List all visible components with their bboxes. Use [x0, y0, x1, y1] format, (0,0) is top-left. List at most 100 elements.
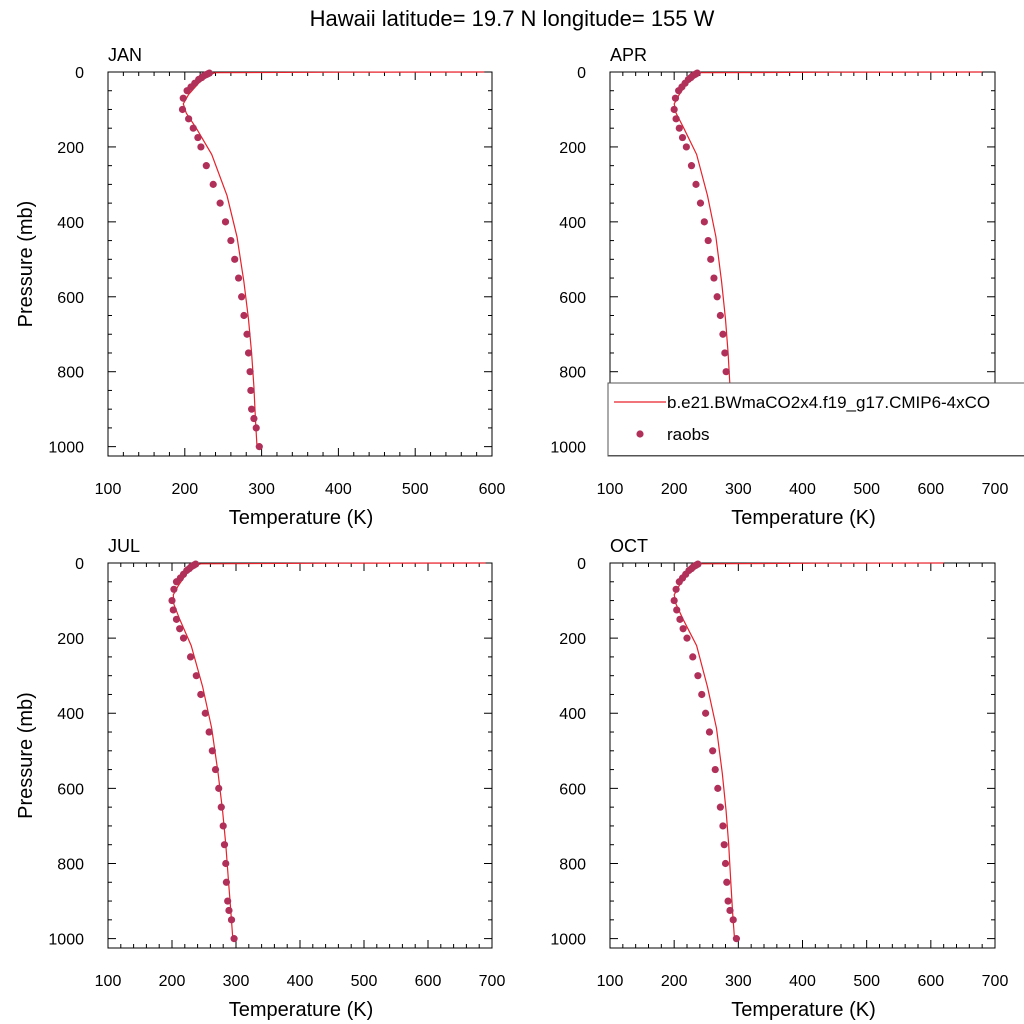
raobs-point — [711, 765, 719, 774]
raobs-point — [243, 330, 251, 338]
x-tick-label: 300 — [725, 481, 752, 498]
plot-frame — [609, 562, 996, 949]
raobs-point — [219, 822, 227, 830]
raobs-point — [682, 143, 690, 151]
raobs-point — [231, 255, 239, 263]
x-tick-label: 100 — [597, 481, 624, 498]
y-tick-label: 800 — [57, 365, 84, 382]
x-tick-label: 200 — [159, 973, 186, 990]
raobs-point — [238, 293, 246, 301]
panels: 100 200 300 400 500 60002004006008001000JANTe… — [15, 45, 1008, 1021]
y-tick-label: 400 — [57, 706, 84, 723]
x-axis-label: Temperature (K) — [731, 999, 876, 1021]
raobs-point — [726, 906, 734, 915]
x-tick-label: 300 — [725, 973, 752, 990]
raobs-point — [225, 906, 233, 915]
x-tick-label: 500 — [853, 973, 880, 990]
plot-frame — [107, 562, 493, 949]
raobs-point — [197, 690, 205, 699]
x-tick-label: 700 — [982, 481, 1009, 498]
y-tick-label: 800 — [559, 365, 586, 382]
raobs-point — [222, 878, 230, 886]
x-tick-label: 200 — [661, 481, 688, 498]
y-tick-label: 800 — [57, 856, 84, 873]
y-tick-label: 1000 — [48, 932, 84, 949]
raobs-point — [729, 916, 737, 924]
x-tick-label: 400 — [789, 481, 816, 498]
x-tick-label: 300 — [248, 481, 275, 498]
panel-title: JUL — [108, 536, 140, 556]
raobs-point — [189, 124, 197, 132]
raobs-point — [683, 634, 691, 642]
raobs-point — [208, 747, 216, 755]
raobs-point — [714, 784, 722, 792]
raobs-point — [244, 349, 253, 357]
raobs-point — [201, 709, 209, 717]
x-axis-label: Temperature (K) — [229, 999, 374, 1021]
x-tick-label: 400 — [789, 973, 816, 990]
x-tick-label: 600 — [415, 973, 442, 990]
y-tick-label: 200 — [559, 631, 586, 648]
raobs-point — [227, 236, 235, 245]
raobs-point — [676, 615, 684, 623]
y-tick-label: 600 — [559, 290, 586, 307]
y-tick-label: 800 — [559, 856, 586, 873]
raobs-point — [694, 672, 702, 680]
raobs-point — [224, 897, 232, 905]
x-tick-label: 200 — [171, 481, 198, 498]
raobs-point — [247, 386, 255, 395]
raobs-point — [672, 115, 680, 123]
y-axis-label: Pressure (mb) — [15, 692, 37, 819]
y-tick-label: 1000 — [550, 440, 586, 457]
raobs-point — [698, 690, 706, 699]
y-tick-label: 0 — [75, 65, 84, 82]
raobs-point — [713, 293, 721, 301]
y-tick-label: 1000 — [48, 440, 84, 457]
raobs-point — [732, 935, 741, 943]
raobs-point — [227, 916, 236, 924]
legend-box — [607, 382, 1024, 457]
raobs-point — [710, 274, 718, 282]
x-axis-label: Temperature (K) — [731, 507, 876, 529]
raobs-point — [221, 218, 230, 226]
y-tick-label: 400 — [559, 215, 586, 232]
raobs-point — [202, 162, 210, 170]
raobs-point — [230, 935, 238, 943]
figure-title: Hawaii latitude= 19.7 N longitude= 155 W — [310, 6, 715, 31]
raobs-point — [707, 255, 715, 263]
raobs-point — [721, 349, 729, 357]
panel-title: OCT — [610, 536, 648, 556]
y-axis-label: Pressure (mb) — [15, 201, 37, 328]
x-tick-label: 600 — [917, 973, 944, 990]
raobs-point — [211, 765, 220, 774]
raobs-point — [696, 199, 705, 207]
raobs-point — [205, 728, 213, 736]
raobs-point — [178, 105, 187, 114]
raobs-point — [255, 443, 263, 451]
panel-jan: 100 200 300 400 500 600 0 200 400 600 800 1000 JAN Te… — [15, 45, 505, 529]
raobs-point — [687, 162, 696, 170]
raobs-point — [679, 625, 687, 633]
raobs-point — [183, 87, 191, 95]
raobs-point — [170, 585, 178, 593]
raobs-point — [705, 728, 714, 736]
raobs-point — [179, 634, 188, 642]
legend-obs-label: raobs — [667, 425, 710, 444]
raobs-point — [673, 606, 681, 614]
raobs-point — [702, 709, 710, 717]
panel-title: JAN — [108, 45, 142, 65]
raobs-point — [672, 585, 680, 593]
raobs-point — [716, 803, 724, 811]
raobs-point — [252, 424, 260, 432]
raobs-point — [689, 653, 697, 661]
raobs-point — [675, 87, 683, 95]
raobs-point — [234, 274, 243, 282]
x-tick-label: 500 — [402, 481, 429, 498]
x-tick-label: 100 — [95, 973, 122, 990]
raobs-point — [240, 311, 248, 320]
raobs-point — [692, 180, 700, 188]
panel-oct: 100 200 300 400 500 600 700 0 200 400 600 800 1000 OC… — [550, 536, 1008, 1021]
y-tick-label: 0 — [75, 556, 84, 573]
